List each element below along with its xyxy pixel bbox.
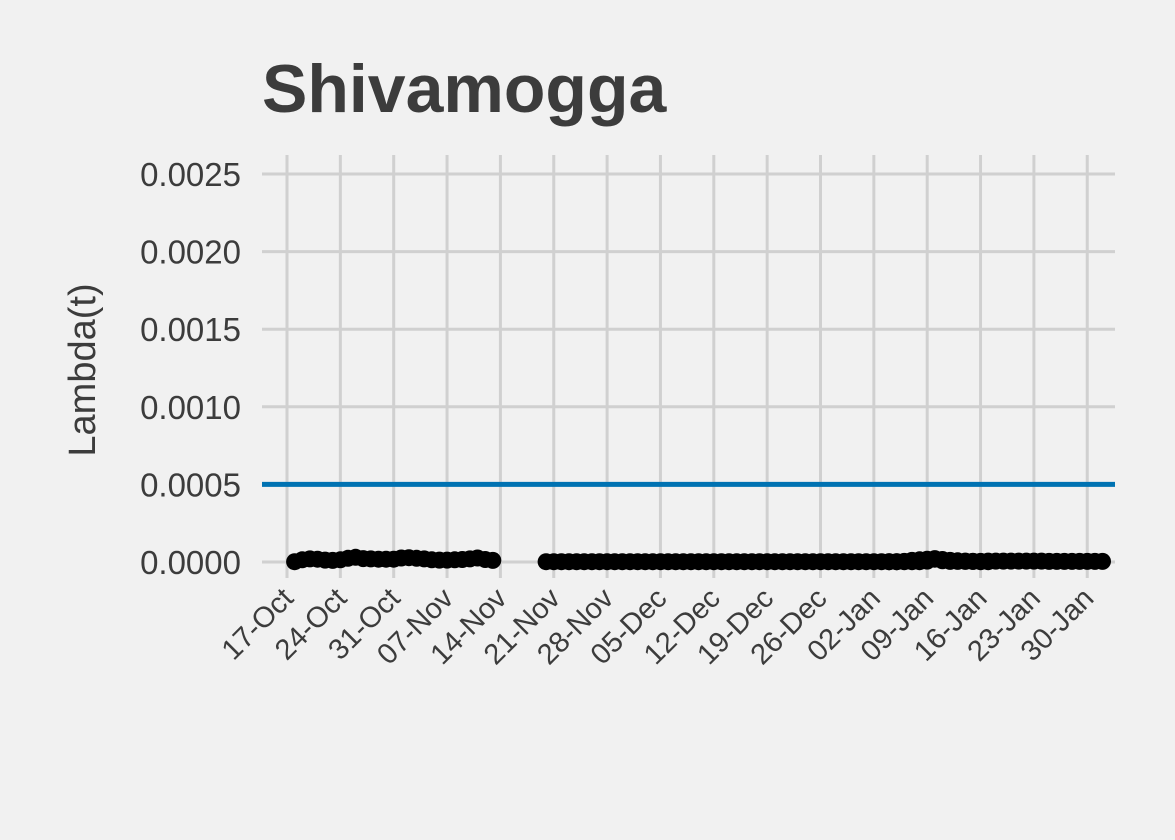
y-tick-label: 0.0010 — [140, 389, 241, 426]
y-tick-label: 0.0005 — [140, 466, 241, 503]
y-axis-label: Lambda(t) — [62, 283, 104, 456]
chart-title: Shivamogga — [262, 51, 667, 127]
data-point — [484, 551, 502, 569]
x-axis-ticks: 17-Oct24-Oct31-Oct07-Nov14-Nov21-Nov28-N… — [216, 582, 1100, 671]
y-tick-label: 0.0025 — [140, 156, 241, 193]
y-axis-ticks: 0.0000 0.0005 0.0010 0.0015 0.0020 0.0025 — [140, 156, 241, 581]
series — [286, 548, 1111, 571]
y-tick-label: 0.0015 — [140, 311, 241, 348]
data-point — [1094, 552, 1111, 570]
y-tick-label: 0.0020 — [140, 234, 241, 271]
grid — [262, 155, 1115, 578]
y-tick-label: 0.0000 — [140, 544, 241, 581]
